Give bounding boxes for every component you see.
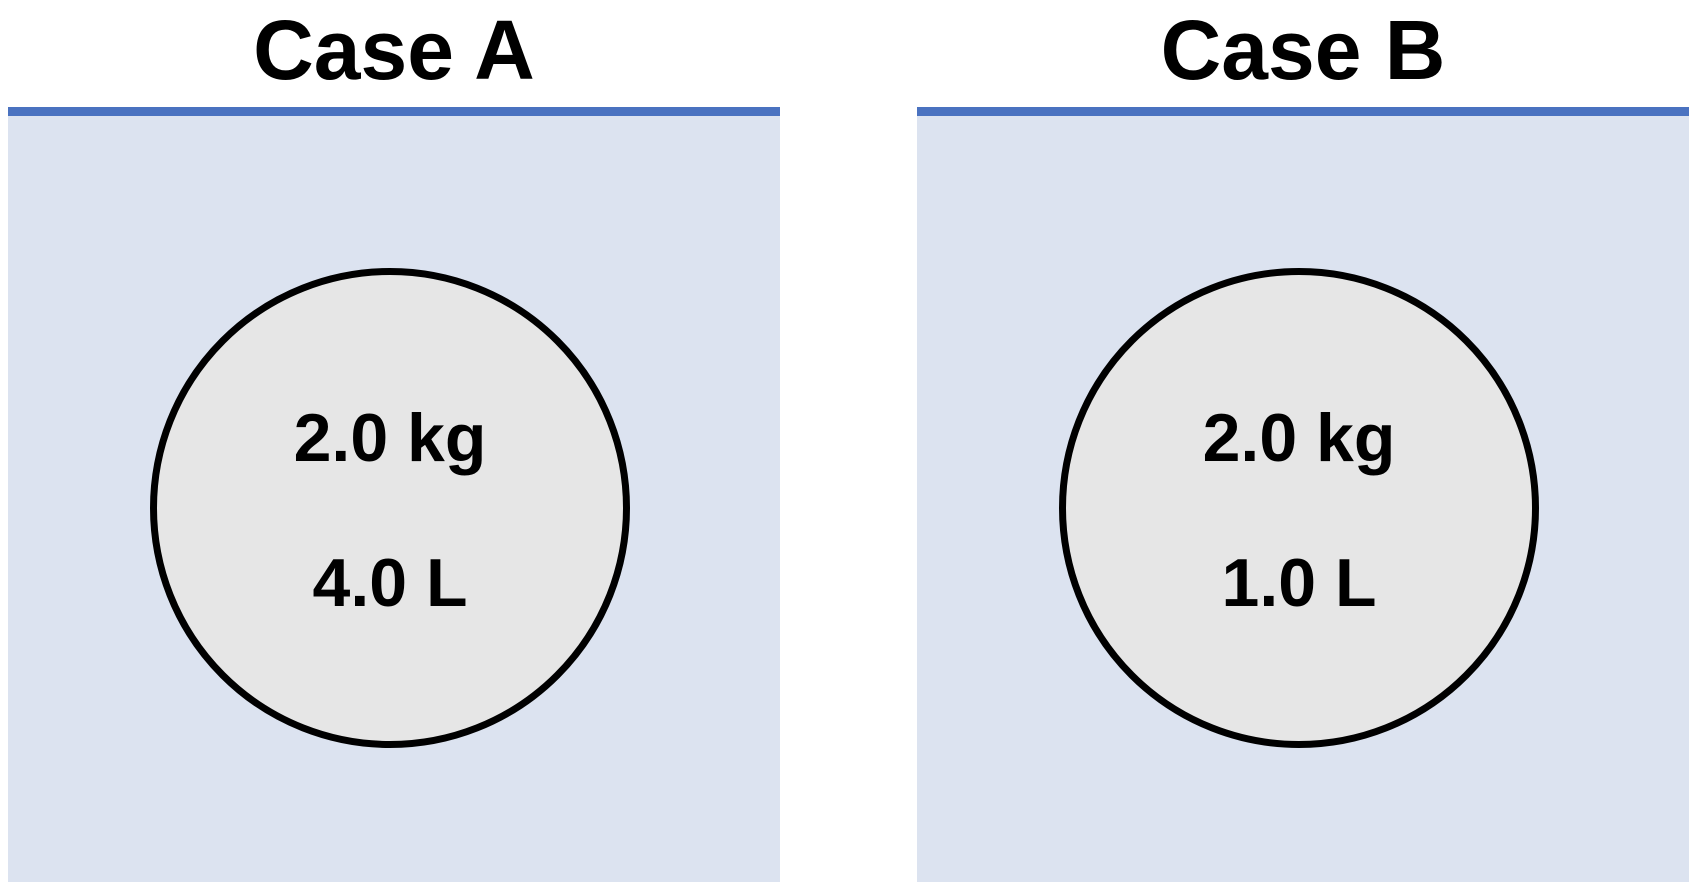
case-b-object-mass: 2.0 kg — [1202, 400, 1396, 476]
case-b-liquid-surface — [917, 107, 1689, 116]
case-b-panel: Case B 2.0 kg 1.0 L — [917, 0, 1689, 888]
case-b-title: Case B — [1160, 3, 1446, 97]
case-a-panel: Case A 2.0 kg 4.0 L — [8, 0, 780, 888]
case-b-object: 2.0 kg 1.0 L — [1059, 268, 1539, 748]
case-a-liquid-surface — [8, 107, 780, 116]
case-b-object-volume: 1.0 L — [1221, 545, 1377, 621]
case-a-title: Case A — [253, 3, 535, 97]
case-a-object: 2.0 kg 4.0 L — [150, 268, 630, 748]
case-b-container: 2.0 kg 1.0 L — [917, 107, 1689, 882]
case-a-container: 2.0 kg 4.0 L — [8, 107, 780, 882]
case-a-object-mass: 2.0 kg — [293, 400, 487, 476]
case-a-object-volume: 4.0 L — [312, 545, 468, 621]
